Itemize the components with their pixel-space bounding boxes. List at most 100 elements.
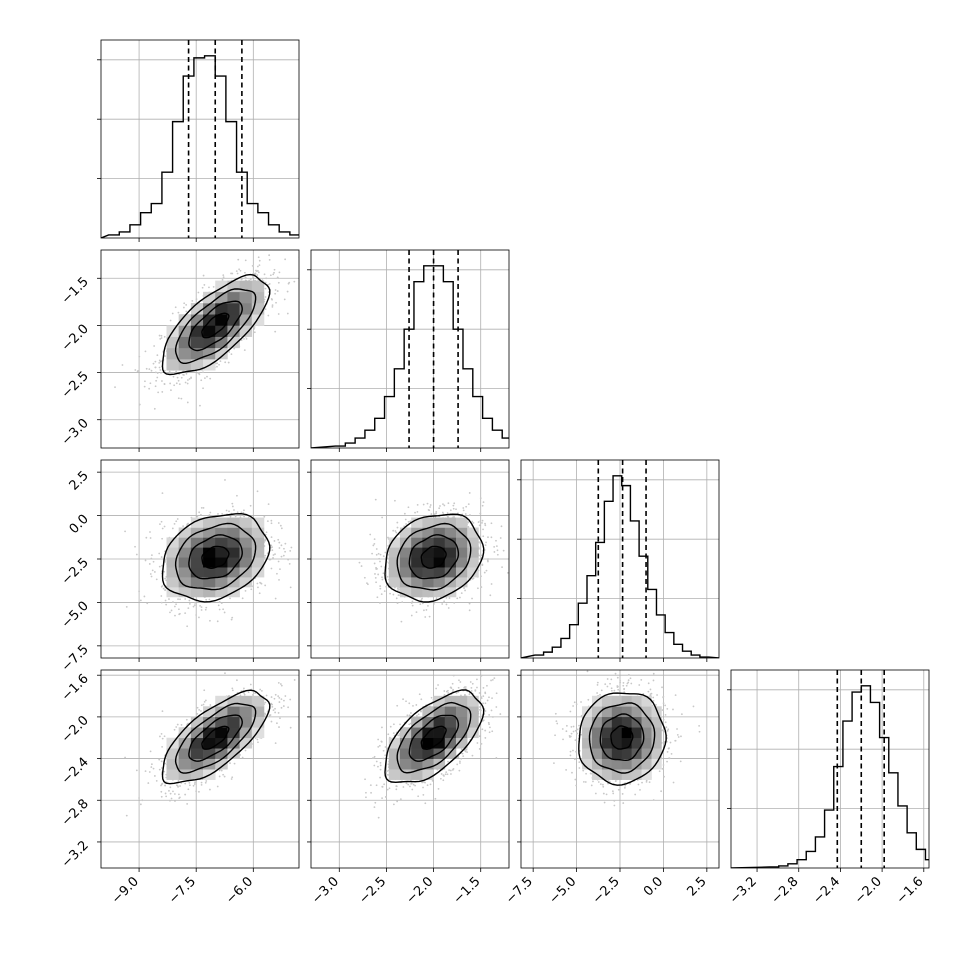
sample-point — [148, 563, 151, 565]
density-cell — [621, 716, 632, 728]
sample-point — [677, 736, 680, 738]
sample-point — [154, 360, 157, 363]
sample-point — [243, 687, 245, 690]
sample-point — [204, 377, 206, 380]
sample-point — [384, 754, 387, 757]
density-cell — [621, 758, 632, 770]
sample-point — [194, 601, 196, 604]
sample-point — [170, 609, 173, 612]
sample-point — [230, 618, 233, 621]
sample-point — [161, 527, 164, 530]
sample-point — [641, 781, 643, 784]
sample-point — [238, 268, 241, 271]
density-cell — [227, 517, 240, 528]
sample-point — [273, 540, 276, 542]
sample-point — [477, 521, 480, 523]
sample-point — [186, 625, 189, 628]
density-cell — [178, 587, 192, 598]
density-cell — [399, 769, 412, 780]
density-cell — [422, 748, 434, 759]
sample-point — [374, 498, 377, 501]
sample-point — [411, 604, 414, 607]
sample-point — [237, 258, 240, 261]
density-cell — [444, 567, 457, 578]
density-cell — [399, 727, 412, 739]
sample-point — [496, 553, 499, 556]
sample-point — [429, 506, 431, 508]
x-tick-label: −6.0 — [223, 874, 256, 907]
sample-point — [614, 780, 617, 782]
sample-point — [407, 506, 410, 509]
sample-point — [228, 351, 231, 353]
sample-point — [394, 499, 396, 502]
sample-point — [229, 762, 231, 765]
density-cell — [215, 706, 228, 718]
sample-point — [589, 772, 592, 775]
sample-point — [670, 753, 673, 755]
density-cell — [631, 706, 642, 718]
density-cells — [166, 695, 265, 780]
sample-point — [274, 742, 277, 744]
sample-point — [627, 679, 630, 682]
sample-point — [490, 522, 493, 525]
sample-point — [605, 793, 608, 796]
sample-point — [622, 684, 625, 687]
sample-point — [160, 790, 163, 793]
density-cell — [399, 577, 412, 588]
density-cell — [166, 758, 179, 770]
sample-point — [272, 273, 275, 276]
sample-point — [664, 721, 667, 724]
sample-point — [269, 274, 272, 277]
sample-point — [184, 782, 187, 785]
contour-level-0 — [420, 725, 447, 751]
sample-point — [417, 795, 420, 798]
density-cell — [422, 567, 434, 578]
density-cell — [178, 527, 192, 538]
density-cell — [166, 547, 179, 558]
density-cell — [631, 727, 642, 739]
sample-point — [173, 728, 176, 731]
density-cell — [422, 527, 434, 538]
sample-point — [403, 512, 406, 515]
sample-point — [464, 686, 467, 688]
histogram-step — [101, 55, 299, 238]
sample-point — [481, 522, 483, 524]
sample-point — [408, 702, 411, 705]
sample-point — [676, 733, 679, 736]
sample-point — [202, 387, 204, 390]
sample-point — [218, 769, 221, 772]
sample-point — [480, 696, 483, 698]
sample-point — [147, 782, 150, 784]
sample-point — [433, 513, 436, 516]
sample-point — [489, 594, 492, 597]
density-cell — [203, 737, 216, 749]
sample-point — [243, 337, 245, 340]
sample-point — [264, 712, 266, 715]
density-cell — [239, 567, 253, 578]
sample-point — [365, 796, 367, 799]
sample-point — [488, 731, 491, 734]
sample-point — [254, 692, 257, 694]
density-cell — [651, 758, 662, 770]
sample-point — [381, 726, 383, 729]
sample-point — [243, 515, 245, 518]
sample-point — [179, 785, 181, 787]
sample-point — [652, 696, 655, 699]
sample-point — [200, 704, 203, 707]
density-cell — [399, 587, 412, 598]
density-cell — [251, 314, 265, 326]
sample-point — [416, 510, 419, 513]
density-cell — [239, 706, 253, 718]
sample-point — [405, 523, 407, 525]
sample-point — [399, 798, 402, 800]
sample-point — [379, 762, 382, 764]
sample-point — [388, 787, 391, 790]
sample-point — [407, 783, 410, 786]
density-cell — [621, 748, 632, 759]
sample-point — [649, 688, 652, 691]
density-cell — [601, 695, 613, 707]
density-cell — [399, 758, 412, 770]
sample-point — [160, 760, 163, 763]
scatter-panel-3-0 — [97, 669, 300, 872]
sample-point — [490, 679, 492, 682]
